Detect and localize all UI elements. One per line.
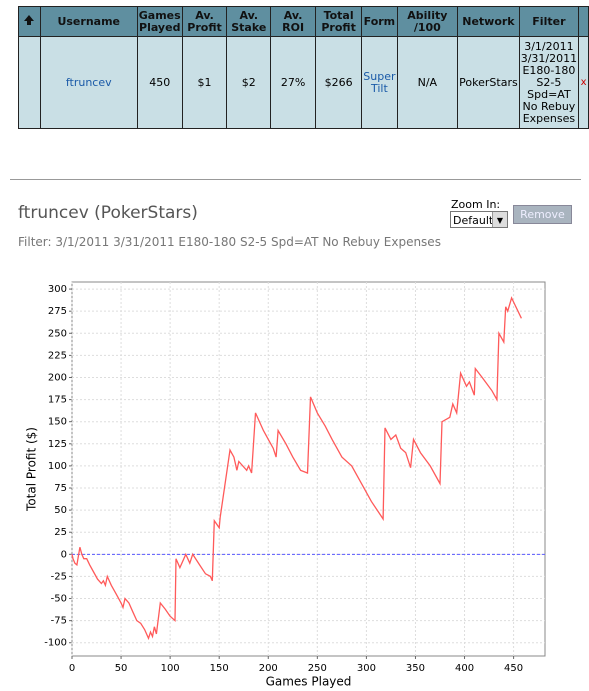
x-tick-label: 0 [69, 663, 75, 674]
column-header[interactable]: Network [457, 6, 520, 37]
cell: $266 [314, 36, 363, 129]
remove-button[interactable]: Remove [513, 205, 572, 224]
header-row: Username Games Played Av. Profit Av. Stake A… [18, 6, 589, 37]
x-tick-label: 100 [161, 663, 180, 674]
y-tick-label: -50 [51, 594, 67, 605]
header-blank [578, 6, 589, 37]
y-axis-label: Total Profit ($) [25, 427, 39, 512]
column-header[interactable]: Games Played [136, 6, 183, 37]
link[interactable]: ftruncev [65, 75, 112, 89]
cell: ftruncev [39, 36, 138, 129]
x-tick-label: 50 [115, 663, 128, 674]
column-header[interactable]: Total Profit [314, 6, 363, 37]
plot-area [71, 281, 546, 657]
zoom-label: Zoom In: [451, 198, 501, 211]
column-header[interactable]: Username [39, 6, 138, 37]
y-tick-label: 175 [48, 395, 67, 406]
cell: N/A [396, 36, 459, 129]
filter-text: Filter: 3/1/2011 3/31/2011 E180-180 S2-5… [18, 235, 441, 249]
y-tick-label: 50 [54, 505, 67, 516]
select-arrow: ▼ [492, 212, 507, 227]
column-header[interactable]: Av. ROI [270, 6, 316, 37]
cell: 27% [270, 36, 316, 129]
profit-line [71, 296, 522, 641]
y-tick-label: 225 [48, 350, 67, 361]
x-axis-label: Games Played [266, 675, 352, 689]
cell: $1 [181, 36, 228, 129]
x-tick-label: 300 [357, 663, 376, 674]
data-row: ftruncev 450 $1 $2 27% $266 Super Tilt N/A Poker… [18, 36, 589, 129]
sort-arrow[interactable] [18, 6, 41, 37]
column-header[interactable]: Form [361, 6, 398, 37]
y-tick-label: 75 [54, 483, 67, 494]
cell: 3/1/2011 3/31/2011 E180-180 S2-5 Spd=AT … [518, 36, 580, 129]
cell: 450 [136, 36, 183, 129]
x-tick-label: 150 [210, 663, 229, 674]
cell: Super Tilt [361, 36, 398, 129]
delete-link[interactable]: x [580, 76, 587, 88]
column-header[interactable]: Av. Stake [226, 6, 272, 37]
link[interactable]: Super Tilt [363, 69, 396, 95]
profile-title: ftruncev (PokerStars) [18, 203, 198, 223]
arrow-cell [18, 36, 41, 129]
y-tick-label: -25 [51, 571, 67, 582]
y-tick-label: 0 [61, 549, 67, 560]
y-tick-label: 150 [48, 417, 67, 428]
stats-table: Username Games Played Av. Profit Av. Stake A… [18, 6, 589, 129]
y-tick-label: 275 [48, 306, 67, 317]
column-header[interactable]: Av. Profit [181, 6, 228, 37]
y-tick-label: 100 [48, 461, 67, 472]
x-tick-label: 250 [308, 663, 327, 674]
cell: PokerStars [457, 36, 520, 129]
x-tick-label: 350 [406, 663, 425, 674]
column-header[interactable]: Ability /100 [396, 6, 459, 37]
y-tick-label: 300 [48, 284, 67, 295]
y-tick-label: 125 [48, 439, 67, 450]
column-header[interactable]: Filter [518, 6, 580, 37]
y-tick-label: 250 [48, 328, 67, 339]
x-tick-label: 450 [504, 663, 523, 674]
y-tick-label: -75 [51, 616, 67, 627]
delete-cell: x [578, 36, 589, 129]
y-tick-label: 25 [54, 527, 67, 538]
separator [10, 179, 581, 180]
cell: $2 [226, 36, 272, 129]
y-tick-label: -100 [44, 638, 67, 649]
zoom-option: Default [453, 214, 494, 227]
x-tick-label: 400 [455, 663, 474, 674]
zoom-select[interactable]: Default ▼ [450, 211, 508, 228]
chart: -100 -75 -50 -25 0 25 50 75 100 125 150 175 200 225 25… [25, 281, 546, 689]
y-tick-label: 200 [48, 372, 67, 383]
x-tick-label: 200 [259, 663, 278, 674]
